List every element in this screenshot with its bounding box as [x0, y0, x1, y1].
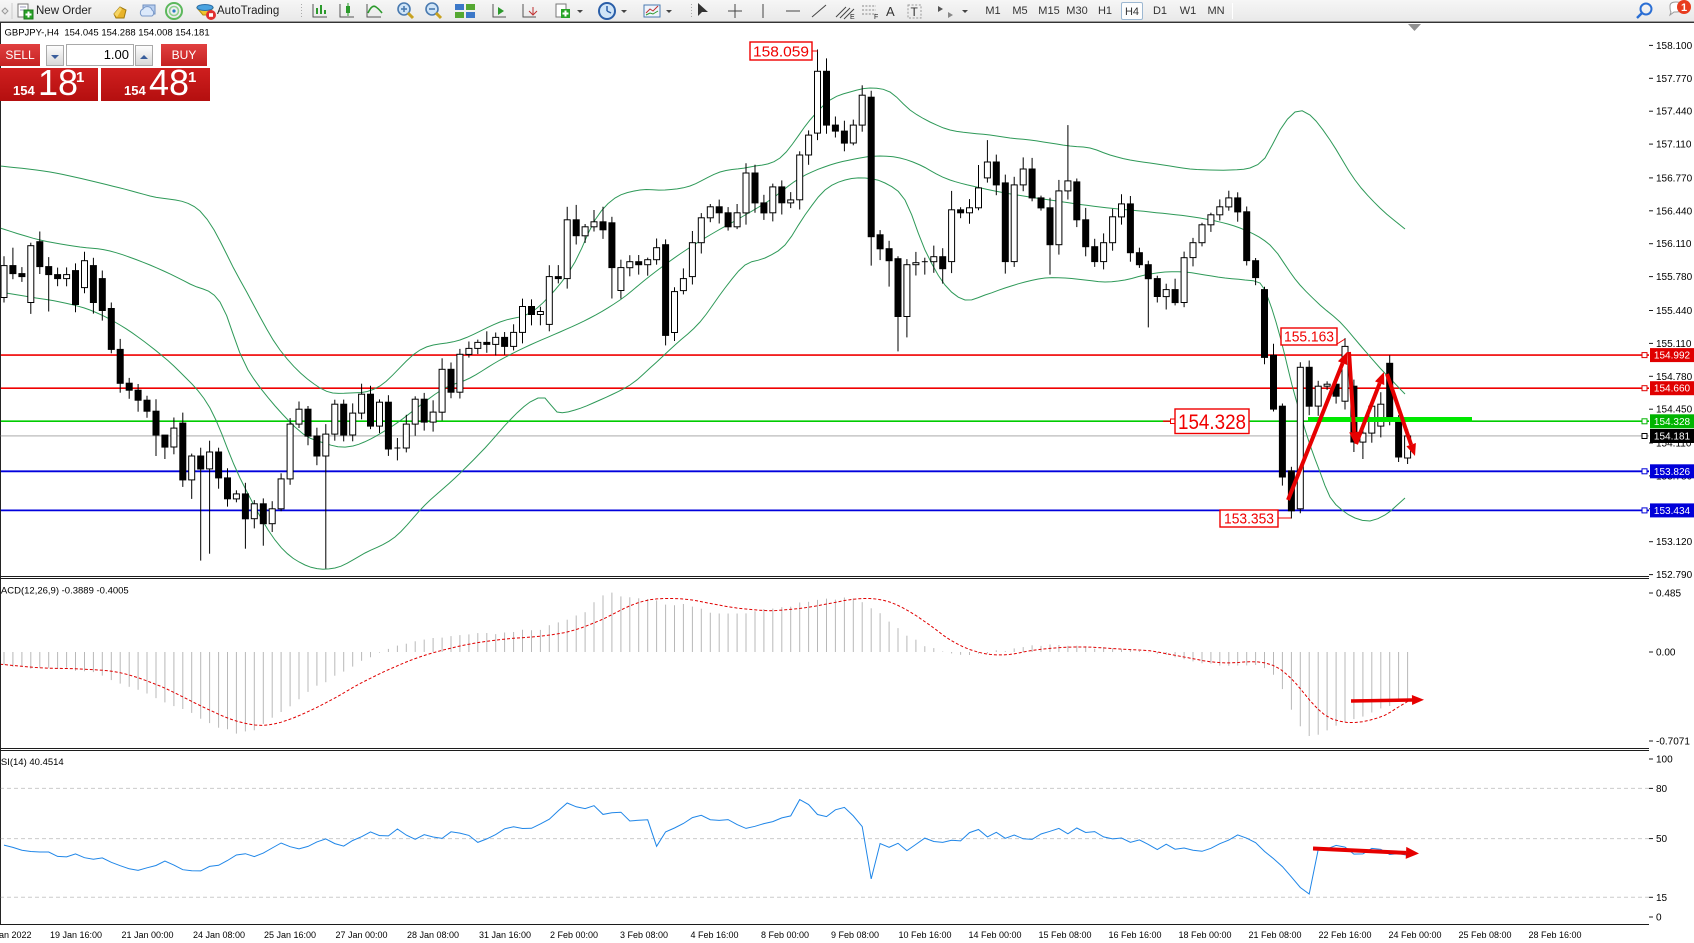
svg-text:0: 0 [1656, 913, 1662, 924]
svg-text:15 Feb 08:00: 15 Feb 08:00 [1038, 930, 1091, 940]
svg-text:153.120: 153.120 [1656, 537, 1693, 548]
svg-text:154.450: 154.450 [1656, 405, 1693, 416]
svg-text:27 Jan 00:00: 27 Jan 00:00 [335, 930, 387, 940]
svg-text:154.181: 154.181 [1654, 432, 1691, 443]
svg-text:157.770: 157.770 [1656, 74, 1693, 85]
svg-text:156.770: 156.770 [1656, 173, 1693, 184]
svg-text:24 Feb 00:00: 24 Feb 00:00 [1388, 930, 1441, 940]
svg-text:E: E [850, 14, 855, 21]
svg-text:21 Feb 08:00: 21 Feb 08:00 [1248, 930, 1301, 940]
svg-text:22 Feb 16:00: 22 Feb 16:00 [1318, 930, 1371, 940]
svg-text:31 Jan 16:00: 31 Jan 16:00 [479, 930, 531, 940]
svg-text:28 Feb 16:00: 28 Feb 16:00 [1528, 930, 1581, 940]
svg-text:3 Feb 08:00: 3 Feb 08:00 [620, 930, 668, 940]
svg-text:155.163: 155.163 [1284, 330, 1334, 346]
svg-text:T: T [911, 5, 919, 19]
svg-text:8 Feb 00:00: 8 Feb 00:00 [761, 930, 809, 940]
svg-text:155.110: 155.110 [1656, 339, 1692, 350]
svg-text:28 Jan 08:00: 28 Jan 08:00 [407, 930, 459, 940]
svg-text:154.660: 154.660 [1654, 384, 1691, 395]
svg-text:156.110: 156.110 [1656, 239, 1692, 250]
svg-text:0.485: 0.485 [1656, 589, 1681, 600]
svg-text:GBPJPY-,H4 154.045 154.288 15: GBPJPY-,H4 154.045 154.288 154.008 154.1… [5, 28, 210, 39]
svg-text:153.826: 153.826 [1654, 467, 1691, 478]
svg-text:MACD(12,26,9) -0.3889 -0.4005: MACD(12,26,9) -0.3889 -0.4005 [0, 586, 129, 597]
svg-text:154.328: 154.328 [1654, 417, 1691, 428]
svg-text:152.790: 152.790 [1656, 570, 1693, 581]
svg-text:158.059: 158.059 [753, 43, 809, 60]
svg-text:25 Feb 08:00: 25 Feb 08:00 [1458, 930, 1511, 940]
svg-text:156.440: 156.440 [1656, 206, 1693, 217]
svg-text:-0.7071: -0.7071 [1656, 737, 1690, 748]
svg-text:A: A [886, 4, 895, 19]
svg-text:2 Feb 00:00: 2 Feb 00:00 [550, 930, 598, 940]
svg-text:1: 1 [1681, 2, 1687, 14]
svg-text:19 Jan 16:00: 19 Jan 16:00 [50, 930, 102, 940]
svg-text:0.00: 0.00 [1656, 648, 1676, 659]
svg-text:80: 80 [1656, 784, 1668, 795]
svg-text:16 Feb 16:00: 16 Feb 16:00 [1108, 930, 1161, 940]
svg-text:18 Feb 00:00: 18 Feb 00:00 [1178, 930, 1231, 940]
svg-text:154.992: 154.992 [1654, 351, 1691, 362]
svg-text:154.328: 154.328 [1178, 411, 1246, 434]
svg-text:4 Feb 16:00: 4 Feb 16:00 [690, 930, 738, 940]
svg-text:15: 15 [1656, 893, 1668, 904]
svg-text:Jan 2022: Jan 2022 [0, 930, 32, 940]
svg-text:154.110: 154.110 [1656, 439, 1692, 450]
svg-text:9 Feb 08:00: 9 Feb 08:00 [831, 930, 879, 940]
svg-text:RSI(14) 40.4514: RSI(14) 40.4514 [0, 757, 64, 768]
svg-text:155.440: 155.440 [1656, 306, 1693, 317]
svg-text:21 Jan 00:00: 21 Jan 00:00 [121, 930, 173, 940]
svg-text:153.353: 153.353 [1224, 512, 1274, 528]
svg-text:158.100: 158.100 [1656, 41, 1693, 52]
svg-text:F: F [874, 14, 878, 21]
svg-text:100: 100 [1656, 755, 1673, 766]
svg-text:155.780: 155.780 [1656, 272, 1693, 283]
svg-text:154.780: 154.780 [1656, 372, 1693, 383]
svg-text:25 Jan 16:00: 25 Jan 16:00 [264, 930, 316, 940]
svg-text:24 Jan 08:00: 24 Jan 08:00 [193, 930, 245, 940]
svg-text:153.434: 153.434 [1654, 506, 1691, 517]
svg-text:10 Feb 16:00: 10 Feb 16:00 [898, 930, 951, 940]
svg-text:14 Feb 00:00: 14 Feb 00:00 [968, 930, 1021, 940]
svg-text:50: 50 [1656, 834, 1668, 845]
svg-text:157.110: 157.110 [1656, 140, 1692, 151]
svg-text:157.440: 157.440 [1656, 107, 1693, 118]
